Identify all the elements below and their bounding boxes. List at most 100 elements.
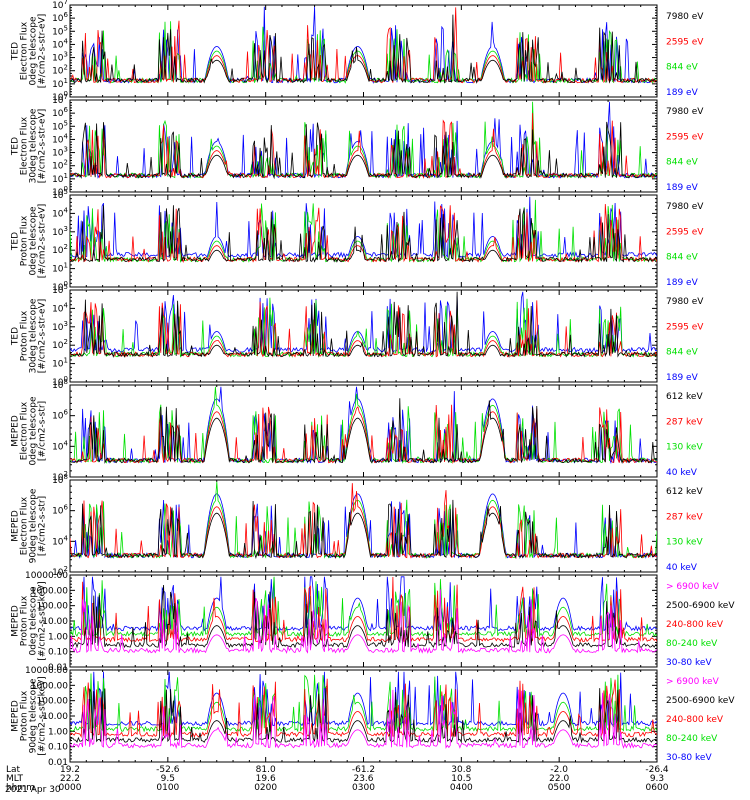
- y-label-line: Proton Flux: [20, 310, 30, 361]
- panel-frame: [69, 384, 658, 478]
- x-axis-date: 2021 Apr 30: [5, 785, 61, 795]
- series-844-ev: [70, 101, 657, 180]
- y-tick-label: 0.10: [48, 743, 68, 753]
- series-7980-ev: [70, 291, 657, 359]
- y-tick-label: 102: [52, 64, 68, 77]
- y-axis-label: MEPED Proton Flux 90deg telescope [#/cm2-s-…: [11, 676, 48, 755]
- series-240-800-kev: [70, 576, 657, 643]
- y-label-line: Electron Flux: [20, 401, 30, 460]
- x-tick-label: 30.8: [451, 765, 471, 775]
- series-2595-ev: [70, 300, 657, 358]
- legend-entry: 2500-6900 keV: [666, 696, 735, 706]
- y-axis-label: MEPED Proton Flux 0deg telescope [#/cm2-s-s…: [11, 581, 48, 660]
- panel-5: 102 104 106 108 MEPED Electron Flux 0deg teles…: [11, 378, 704, 483]
- y-tick-label: 101: [52, 357, 68, 370]
- y-tick-label: 108: [52, 473, 68, 486]
- legend-entry: 2500-6900 keV: [666, 601, 735, 611]
- y-tick-label: 106: [52, 409, 68, 422]
- series-2500-6900-kev: [70, 584, 657, 649]
- traces: [70, 291, 657, 359]
- y-tick-label: 10000.00: [25, 571, 68, 581]
- y-tick-label: 108: [52, 378, 68, 391]
- x-tick-label: 0100: [156, 783, 179, 793]
- y-tick-label: 101: [52, 77, 68, 90]
- panel-4: 100 101 102 103 104 105 TED Proton Flux 30deg te…: [11, 283, 705, 388]
- panel-frame: [69, 99, 658, 193]
- legend-entry: > 6900 keV: [666, 677, 720, 687]
- y-label-line: Electron Flux: [20, 21, 30, 80]
- x-row-label: Lat: [6, 765, 21, 775]
- legend-entry: 189 eV: [666, 373, 699, 383]
- y-tick-label: 107: [52, 0, 68, 11]
- series-30-80-kev: [70, 576, 657, 632]
- x-tick-label: -26.4: [645, 765, 669, 775]
- series-30-80-kev: [70, 671, 657, 728]
- traces: [70, 481, 657, 560]
- legend-entry: 7980 eV: [666, 297, 704, 307]
- x-tick-label: -52.6: [156, 765, 180, 775]
- panel-frame: [69, 669, 658, 763]
- y-tick-label: 10.00: [42, 712, 68, 722]
- y-tick-label: 10000.00: [25, 666, 68, 676]
- panel-6: 102 104 106 108 MEPED Electron Flux 90deg tele…: [11, 473, 704, 578]
- legend-entry: 2595 eV: [666, 132, 704, 142]
- legend-entry: 2595 eV: [666, 227, 704, 237]
- panel-frame: [69, 4, 658, 98]
- series--6900-kev: [70, 589, 657, 654]
- y-tick-label: 100: [52, 185, 68, 198]
- y-label-line: [#/cm2-s-str]: [38, 401, 48, 461]
- legend-entry: 189 eV: [666, 88, 699, 98]
- y-label-line: 0deg telescope: [29, 586, 39, 656]
- y-axis-label: MEPED Electron Flux 90deg telescope [#/cm2-…: [11, 488, 48, 563]
- y-label-line: MEPED: [11, 510, 21, 542]
- legend-entry: 844 eV: [666, 253, 699, 263]
- series-2595-ev: [70, 112, 657, 179]
- y-tick-label: 102: [52, 243, 68, 256]
- y-tick-label: 100: [52, 375, 68, 388]
- series-40-kev: [70, 386, 657, 464]
- legend-entry: 189 eV: [666, 278, 699, 288]
- y-label-line: 0deg telescope: [29, 396, 39, 466]
- y-axis-label: TED Electron Flux 30deg telescope [#/cm2-s-…: [11, 108, 48, 183]
- y-tick-label: 103: [52, 225, 68, 238]
- y-label-line: Proton Flux: [20, 595, 30, 646]
- y-axis-label: TED Electron Flux 0deg telescope [#/cm2-s-s…: [11, 14, 48, 89]
- y-tick-label: 102: [52, 470, 68, 483]
- legend-entry: 130 keV: [666, 443, 703, 453]
- y-label-line: 90deg telescope: [29, 678, 39, 753]
- y-tick-label: 100.00: [37, 697, 69, 707]
- y-tick-label: 104: [52, 439, 68, 452]
- y-label-line: Electron Flux: [20, 116, 30, 175]
- y-tick-label: 102: [52, 565, 68, 578]
- x-row-label: MLT: [6, 774, 24, 784]
- y-label-line: [#/cm2-s-str]: [38, 496, 48, 556]
- y-tick-label: 1.00: [48, 727, 68, 737]
- y-label-line: MEPED: [11, 700, 21, 732]
- legend-entry: 240-800 keV: [666, 620, 724, 630]
- y-tick-label: 105: [52, 119, 68, 132]
- legend-entry: 287 keV: [666, 417, 703, 427]
- legend-entry: 7980 eV: [666, 12, 704, 22]
- y-label-line: Proton Flux: [20, 690, 30, 741]
- legend-entry: 844 eV: [666, 348, 699, 358]
- series-7980-ev: [70, 205, 657, 263]
- x-tick-label: 22.2: [60, 774, 80, 784]
- panel-frame: [69, 479, 658, 573]
- x-tick-label: 23.6: [353, 774, 373, 784]
- series-7980-ev: [70, 14, 657, 84]
- y-tick-label: 104: [52, 534, 68, 547]
- series-612-kev: [70, 499, 657, 560]
- panel-7: 0.010.101.0010.00100.001000.0010000.00ME…: [11, 571, 736, 673]
- y-tick-label: 0.01: [48, 758, 68, 768]
- x-tick-label: 0500: [548, 783, 571, 793]
- x-tick-label: 0600: [646, 783, 669, 793]
- y-label-line: Electron Flux: [20, 496, 30, 555]
- legend-entry: 189 eV: [666, 183, 699, 193]
- x-tick-label: 0200: [254, 783, 277, 793]
- y-tick-label: 103: [52, 146, 68, 159]
- y-tick-label: 103: [52, 320, 68, 333]
- y-tick-label: 106: [52, 504, 68, 517]
